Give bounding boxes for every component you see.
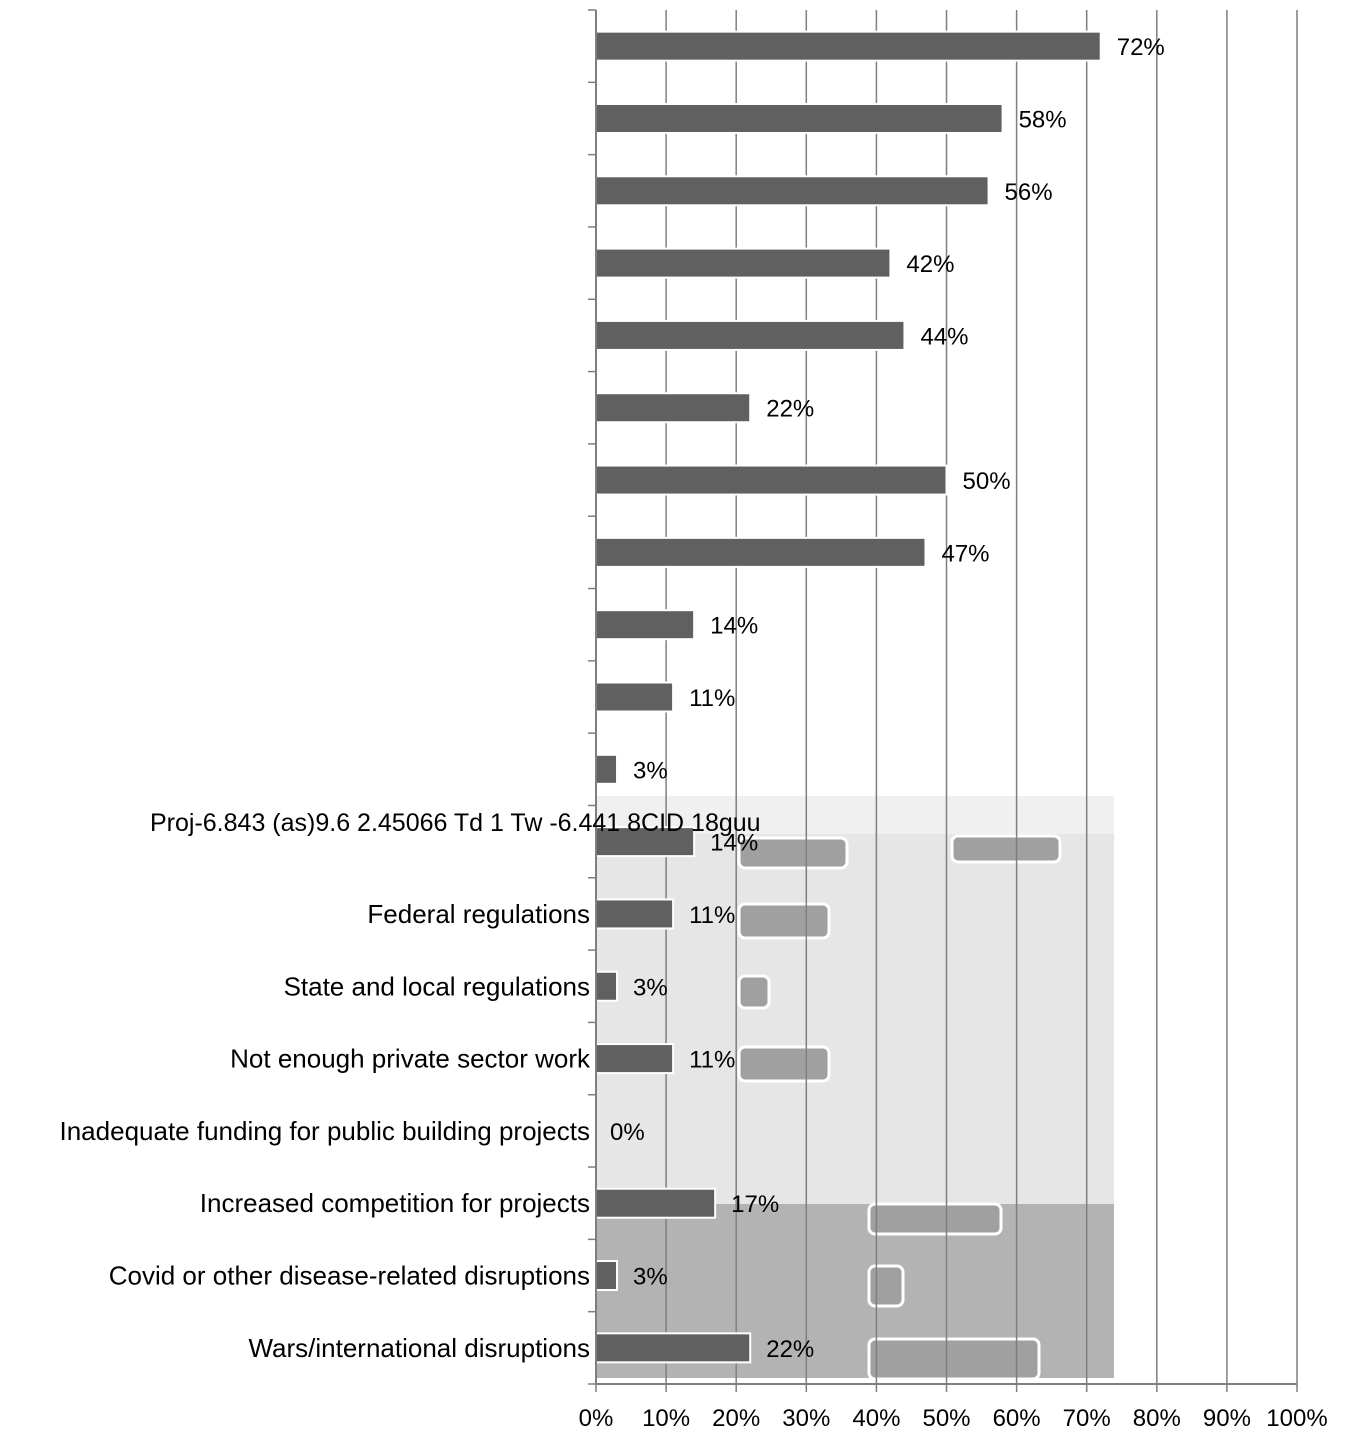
data-label: 44% — [920, 323, 968, 350]
data-label: 11% — [689, 902, 735, 929]
data-label: 3% — [633, 757, 668, 784]
ghost-bar — [867, 1202, 1003, 1236]
category-label: Federal regulations — [367, 899, 590, 929]
bar — [595, 681, 675, 713]
stray-pdf-text: Proj-6.843 (as)9.6 2.45066 Td 1 Tw -6.44… — [150, 809, 761, 837]
x-tick-label: 100% — [1266, 1405, 1327, 1432]
value-labels: 72% 58% 56% 42% 44% 22% 50% 47% 14% 11% 3% 14% 11% 3%… — [610, 34, 1165, 1363]
x-tick-label: 30% — [782, 1405, 830, 1432]
data-label: 14% — [710, 613, 758, 640]
bar — [595, 826, 696, 858]
bar — [595, 30, 1102, 62]
ghost-bar — [737, 902, 831, 940]
category-label: State and local regulations — [284, 971, 590, 1001]
data-label: 11% — [689, 1047, 735, 1074]
ghost-bar — [737, 836, 849, 870]
x-tick-label: 10% — [642, 1405, 690, 1432]
category-label: Covid or other disease-related disruptio… — [109, 1261, 590, 1291]
data-label: 56% — [1005, 179, 1053, 206]
data-label: 0% — [610, 1119, 645, 1146]
bar — [595, 1187, 717, 1219]
data-label: 47% — [941, 540, 989, 567]
category-label: Inadequate funding for public building p… — [60, 1116, 591, 1146]
data-label: 11% — [689, 685, 735, 712]
bar — [595, 102, 1004, 134]
data-label: 14% — [710, 830, 758, 857]
bar — [595, 1260, 619, 1292]
data-label: 22% — [766, 396, 814, 423]
x-tick-label: 90% — [1203, 1405, 1251, 1432]
bar — [595, 536, 927, 568]
category-label: Wars/international disruptions — [248, 1333, 590, 1363]
bar — [595, 970, 619, 1002]
x-tick-label: 50% — [922, 1405, 970, 1432]
bar — [595, 247, 892, 279]
data-label: 42% — [906, 251, 954, 278]
ghost-bar — [950, 834, 1062, 864]
ghost-overlay — [596, 796, 1114, 1381]
data-label: 22% — [766, 1336, 814, 1363]
data-label: 3% — [633, 974, 668, 1001]
bar — [595, 319, 906, 351]
bar — [595, 1043, 675, 1075]
ghost-bar — [737, 974, 771, 1010]
data-label: 3% — [633, 1264, 668, 1291]
data-label: 58% — [1019, 106, 1067, 133]
bar — [595, 898, 675, 930]
gridlines — [665, 10, 1298, 1384]
category-label: Not enough private sector work — [230, 1044, 591, 1074]
x-tick-label: 70% — [1063, 1405, 1111, 1432]
ghost-bar — [867, 1337, 1041, 1381]
x-tick-label: 20% — [712, 1405, 760, 1432]
axes: 0% 10% 20% 30% 40% 50% 60% 70% 80% 90% 100% — [579, 9, 1328, 1432]
bar — [595, 609, 696, 641]
category-label: Increased competition for projects — [200, 1188, 590, 1218]
bar — [595, 753, 619, 785]
data-label: 17% — [731, 1191, 779, 1218]
data-label: 72% — [1117, 34, 1165, 61]
x-tick-label: 60% — [993, 1405, 1041, 1432]
ghost-bar — [867, 1264, 905, 1308]
x-tick-label: 0% — [579, 1405, 614, 1432]
bar — [595, 392, 752, 424]
bar — [595, 464, 948, 496]
bar — [595, 175, 990, 207]
x-tick-label: 80% — [1133, 1405, 1181, 1432]
ghost-panel-light — [596, 834, 1114, 1204]
category-labels: Federal regulations State and local regul… — [60, 899, 591, 1363]
bar — [595, 1332, 752, 1364]
ghost-bar — [737, 1045, 831, 1083]
x-tick-label: 40% — [852, 1405, 900, 1432]
data-label: 50% — [963, 468, 1011, 495]
bars — [595, 30, 1102, 1364]
